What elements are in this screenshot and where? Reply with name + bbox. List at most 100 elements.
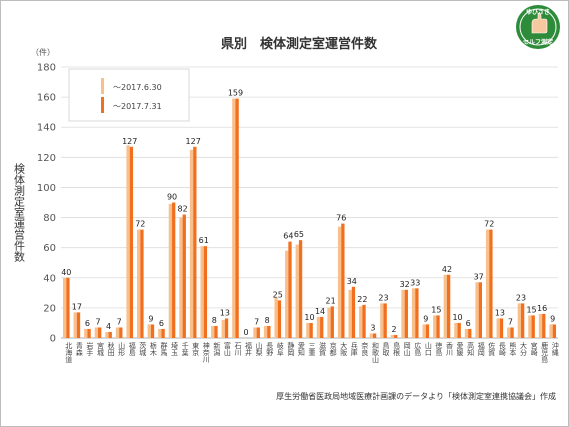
data-label: 17	[72, 302, 82, 311]
bar-series-2	[552, 324, 557, 338]
data-label: 4	[106, 322, 111, 331]
data-label: 6	[466, 319, 471, 328]
bar-series-1	[306, 322, 310, 338]
y-tick-label: 140	[37, 123, 56, 134]
bar-series-2	[510, 327, 514, 338]
x-category-label: 愛知	[297, 341, 305, 357]
bar-series-1	[464, 328, 469, 338]
x-category-label: 愛媛	[456, 341, 464, 357]
bar-series-2	[214, 325, 218, 338]
bar-series-2	[351, 286, 356, 338]
bar-series-2	[182, 214, 186, 338]
logo-top-text: ゆびさき	[526, 8, 550, 16]
data-label: 90	[167, 193, 177, 202]
x-category-label: 長野	[266, 342, 274, 356]
data-label: 65	[294, 230, 304, 239]
bar-series-1	[337, 226, 342, 338]
bar-series-2	[267, 325, 271, 338]
data-label: 2	[392, 325, 397, 334]
bar-series-2	[520, 303, 525, 338]
x-category-label: 群馬	[160, 341, 168, 357]
x-category-label: 福島	[128, 341, 136, 357]
x-category-label: 三重	[308, 342, 316, 356]
chart-title: 県別 検体測定室運営件数	[221, 36, 378, 52]
y-tick-label: 180	[37, 63, 56, 74]
data-label: 14	[315, 307, 325, 316]
data-label: 159	[228, 89, 243, 98]
data-label: 7	[508, 317, 513, 326]
y-tick-label: 0	[50, 334, 56, 345]
bar-series-1	[433, 315, 437, 338]
x-category-label: 兵庫	[350, 341, 358, 357]
data-label: 3	[370, 323, 375, 332]
bar-series-2	[224, 318, 229, 338]
bar-series-2	[172, 202, 176, 338]
bar-series-1	[369, 333, 373, 338]
x-category-label: 静岡	[287, 341, 295, 357]
x-category-label: 岐阜	[276, 341, 284, 357]
logo-ring	[519, 8, 557, 46]
bar-series-1	[115, 327, 120, 338]
data-label: 34	[347, 277, 357, 286]
bar-series-1	[517, 303, 521, 338]
bar-series-1	[359, 306, 363, 338]
bar-series-1	[475, 282, 479, 338]
bar-series-2	[383, 303, 387, 338]
data-label: 64	[283, 232, 293, 241]
bar-series-2	[457, 322, 461, 338]
bar-series-2	[108, 331, 112, 338]
bar-series-2	[98, 327, 102, 338]
bar-series-2	[66, 277, 70, 338]
bar-series-2	[372, 333, 377, 338]
bar-series-1	[316, 316, 321, 338]
thumbs-up-icon	[531, 12, 548, 34]
bar-series-1	[211, 325, 215, 338]
bar-series-1	[348, 289, 352, 338]
y-tick-label: 20	[43, 303, 56, 314]
bar-series-1	[200, 246, 204, 338]
x-category-label: 沖縄	[551, 341, 559, 356]
x-category-label: 島根	[393, 341, 401, 357]
bar-series-1	[295, 244, 299, 338]
bar-series-2	[320, 316, 324, 338]
bar-series-2	[150, 324, 155, 338]
source-note: 厚生労働省医政局地域医療計画課のデータより「検体測定室連携協議会」作成	[276, 391, 556, 401]
bar-series-2	[161, 328, 165, 338]
x-category-label: 神奈川	[202, 341, 210, 363]
bar-series-1	[422, 324, 426, 338]
data-label: 72	[135, 220, 145, 229]
data-label: 10	[304, 313, 314, 322]
x-category-label: 栃木	[149, 341, 157, 357]
legend-label-series-1: 〜2017.6.30	[113, 83, 162, 92]
x-category-label: 富山	[223, 341, 231, 357]
bar-series-2	[129, 146, 134, 338]
x-category-label: 東京	[192, 341, 200, 357]
x-category-label: 奈良	[361, 341, 369, 357]
x-category-label: 青森	[75, 341, 83, 357]
data-label: 9	[148, 314, 153, 323]
bar-series-2	[415, 288, 419, 338]
data-label: 7	[95, 317, 100, 326]
bar-series-2	[478, 282, 482, 338]
bar-series-2	[298, 240, 303, 338]
bar-series-1	[147, 324, 151, 338]
data-label: 23	[516, 293, 526, 302]
data-label: 8	[265, 316, 270, 325]
bar-series-2	[330, 306, 334, 338]
data-label: 72	[484, 220, 494, 229]
data-label: 42	[442, 265, 452, 274]
x-category-label: 佐賀	[488, 341, 496, 357]
y-tick-label: 80	[43, 213, 56, 224]
x-category-label: 宮城	[97, 341, 105, 357]
bar-series-1	[549, 324, 553, 338]
bar-series-1	[168, 204, 173, 338]
data-label: 13	[495, 308, 505, 317]
x-category-label: 山梨	[255, 341, 263, 357]
data-label: 7	[117, 317, 122, 326]
bar-series-2	[436, 315, 440, 338]
y-tick-label: 40	[43, 273, 56, 284]
data-label: 15	[431, 305, 441, 314]
data-label: 16	[537, 304, 547, 313]
x-category-label: 徳島	[435, 341, 443, 357]
